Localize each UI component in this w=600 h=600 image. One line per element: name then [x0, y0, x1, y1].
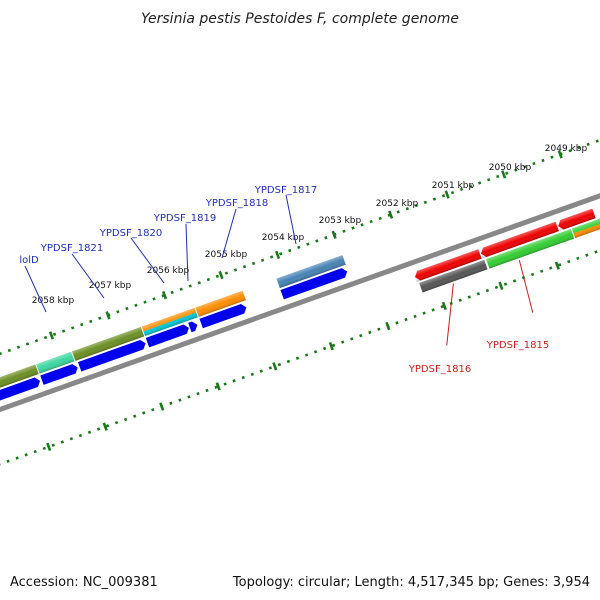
kbp-label: 2054 kbp [262, 233, 305, 243]
gene-arrow[interactable] [199, 303, 248, 329]
gene-feature-shade [419, 259, 488, 293]
lower-major-ticks [46, 261, 560, 452]
upper-tick-ruler [0, 117, 600, 369]
lower-major-tick [159, 402, 165, 411]
lower-tick-ruler [0, 215, 600, 467]
map-title: Yersinia pestis Pestoides F, complete ge… [141, 11, 459, 27]
label-leader-YPDSF_1815 [518, 259, 534, 313]
lower-major-tick [272, 362, 278, 371]
gene-label[interactable]: YPDSF_1820 [99, 228, 162, 239]
gene-arrow[interactable] [145, 323, 191, 348]
label-leader-lolD [24, 265, 47, 313]
label-leader-YPDSF_1821 [71, 253, 105, 299]
gene-feature-shade [36, 351, 75, 374]
gene-feature-shade [195, 290, 246, 317]
gene-arrow[interactable] [280, 267, 349, 300]
gene-arrow[interactable] [188, 320, 199, 333]
gene-label[interactable]: YPDSF_1815 [486, 340, 549, 351]
kbp-labels: 2049 kbp 2050 kbp 2051 kbp 2052 kbp 2053… [32, 144, 588, 306]
upper-major-tick [501, 170, 507, 179]
kbp-label: 2057 kbp [89, 281, 132, 291]
label-leader-YPDSF_1817 [285, 194, 297, 245]
upper-major-tick [331, 230, 337, 239]
gene-feature-shade [479, 221, 559, 259]
lower-major-tick [46, 442, 52, 452]
gene-label[interactable]: YPDSF_1817 [254, 185, 317, 196]
lower-major-tick [498, 281, 504, 290]
gene-label[interactable]: YPDSF_1819 [153, 213, 216, 224]
accession-text: Accession: NC_009381 [10, 575, 158, 590]
kbp-label: 2056 kbp [147, 266, 190, 276]
upper-gene-labels: lolD YPDSF_1821 YPDSF_1820 YPDSF_1819 YP… [19, 185, 317, 313]
kbp-label: 2050 kbp [489, 163, 532, 173]
gene-label[interactable]: YPDSF_1821 [40, 243, 103, 254]
kbp-label: 2052 kbp [376, 199, 419, 209]
label-leader-YPDSF_1816 [446, 283, 454, 346]
lower-major-tick [102, 422, 108, 431]
upper-major-tick [105, 311, 111, 320]
gene-label[interactable]: YPDSF_1816 [408, 364, 471, 375]
genome-track [0, 117, 600, 467]
kbp-label: 2049 kbp [545, 144, 588, 154]
gene-feature-shade [413, 249, 482, 282]
gene-label[interactable]: lolD [19, 255, 39, 266]
gene-feature-shade [571, 215, 600, 239]
genome-summary-text: Topology: circular; Length: 4,517,345 bp… [232, 575, 590, 590]
upper-major-tick [218, 270, 224, 280]
gene-arrow[interactable] [0, 376, 42, 406]
gene-feature-shade [72, 326, 145, 361]
lower-major-tick [441, 301, 447, 311]
lower-gene-labels: YPDSF_1816 YPDSF_1815 [408, 340, 549, 375]
lower-major-tick [328, 341, 334, 351]
lower-major-tick [554, 261, 560, 270]
label-leader-YPDSF_1820 [130, 237, 165, 284]
gene-feature-shade [276, 255, 346, 289]
genome-backbone [0, 165, 600, 426]
kbp-label: 2055 kbp [205, 250, 248, 260]
lower-major-tick [215, 382, 221, 391]
label-leader-YPDSF_1818 [221, 208, 237, 259]
upper-major-tick [444, 190, 450, 199]
lower-dotted-line [0, 215, 600, 467]
kbp-label: 2053 kbp [319, 216, 362, 226]
upper-major-tick [161, 290, 168, 300]
upper-major-ticks [48, 150, 563, 340]
gene-feature-shade [486, 229, 575, 269]
gene-feature-shade [0, 364, 39, 394]
label-leader-YPDSF_1819 [185, 223, 189, 282]
upper-major-tick [48, 331, 55, 340]
gene-arrow[interactable] [77, 339, 147, 372]
gene-feature-shade [556, 208, 596, 231]
upper-dotted-line [0, 117, 600, 369]
upper-major-tick [388, 210, 394, 219]
gene-arrow[interactable] [40, 363, 79, 385]
kbp-label: 2058 kbp [32, 296, 75, 306]
lower-major-tick [385, 321, 391, 331]
gene-feature-shade [141, 307, 198, 337]
gene-label[interactable]: YPDSF_1818 [205, 198, 268, 209]
upper-major-tick [557, 150, 563, 159]
upper-major-tick [275, 250, 281, 260]
kbp-label: 2051 kbp [432, 181, 475, 191]
